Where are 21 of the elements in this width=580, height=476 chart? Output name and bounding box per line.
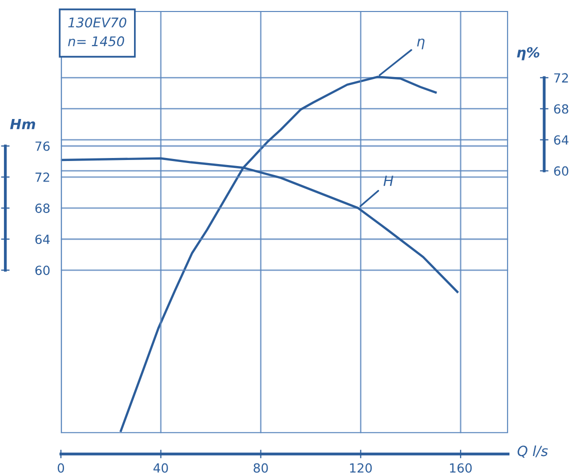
x-tick-label: 40 [153, 463, 168, 473]
y2-tick-label: 68 [554, 104, 568, 114]
y2-axis-title: η% [516, 47, 540, 60]
x-tick-label: 120 [350, 463, 372, 473]
y-tick-label: 68 [35, 204, 50, 214]
annotation: H [384, 176, 394, 186]
y2-tick-label: 72 [554, 73, 568, 82]
y-axis-title: Hm [10, 119, 36, 130]
x-tick-label: 0 [58, 463, 64, 473]
annotation: n= 1450 [68, 36, 124, 46]
x-axis-title: Q l/s [518, 445, 548, 458]
annotation: η [417, 38, 424, 50]
y-tick-label: 76 [36, 141, 50, 151]
y2-tick-label: 64 [554, 135, 568, 145]
y-tick-label: 60 [35, 266, 50, 276]
annotation: 130EV70 [68, 18, 126, 28]
y-tick-label: 64 [35, 234, 50, 244]
x-tick-label: 160 [450, 463, 472, 473]
x-tick-label: 80 [254, 463, 268, 473]
y-tick-label: 72 [36, 172, 50, 182]
y2-tick-label: 60 [554, 166, 568, 176]
